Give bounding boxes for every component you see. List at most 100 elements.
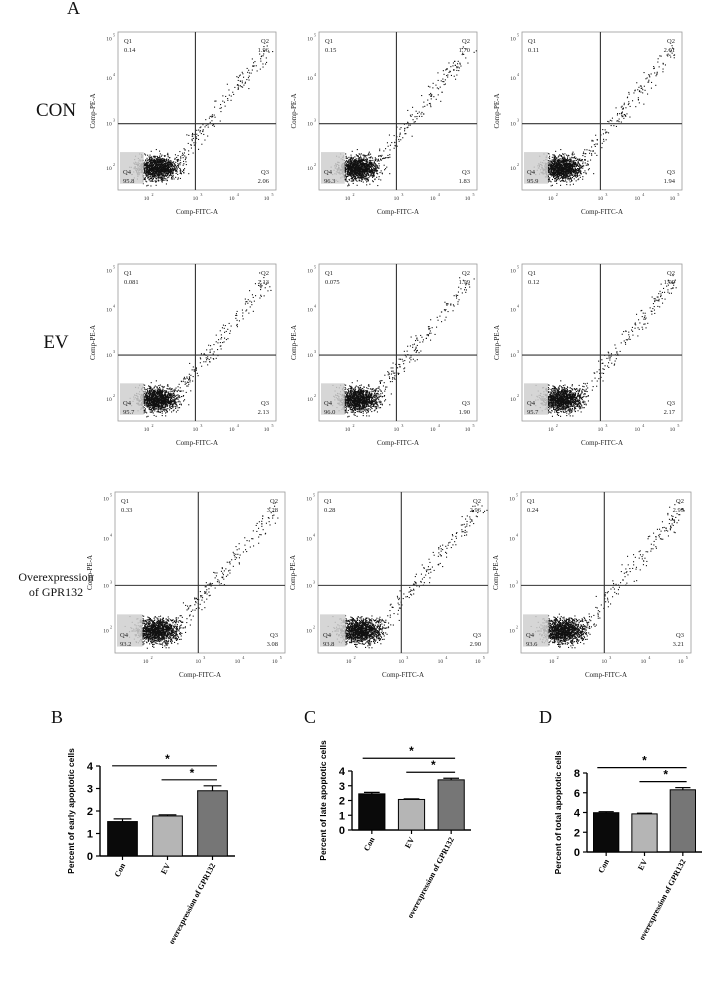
flow-event-dot <box>366 167 368 169</box>
flow-event-dot <box>563 174 565 176</box>
flow-event-dot <box>160 410 162 412</box>
flow-event-dot <box>354 163 356 165</box>
flow-event-dot <box>554 155 556 157</box>
flow-event-dot <box>367 178 369 180</box>
flow-event-dot <box>429 102 431 104</box>
flow-event-dot <box>571 180 573 182</box>
flow-event-dot <box>361 177 363 179</box>
flow-event-dot <box>633 92 635 94</box>
flow-event-dot <box>372 176 374 178</box>
flow-event-dot <box>606 131 608 133</box>
flow-event-dot <box>570 177 572 179</box>
flow-event-dot <box>362 163 364 165</box>
flow-event-dot <box>355 166 357 168</box>
flow-event-dot <box>410 115 412 117</box>
flow-event-dot <box>553 161 555 163</box>
flow-event-dot <box>566 158 568 160</box>
flow-event-dot <box>569 168 571 170</box>
x-tick-exponent: 2 <box>151 192 153 197</box>
flow-event-dot <box>368 168 370 170</box>
flow-event-dot <box>558 173 560 175</box>
flow-event-dot <box>365 157 367 159</box>
flow-event-dot <box>164 164 166 166</box>
flow-event-dot <box>580 173 582 175</box>
flow-event-dot <box>347 157 349 159</box>
q3-name: Q3 <box>261 169 269 176</box>
flow-event-dot <box>155 158 157 160</box>
flow-event-dot <box>161 408 163 410</box>
flow-event-dot <box>226 83 228 85</box>
flow-event-dot <box>150 175 152 177</box>
flow-event-dot <box>594 145 596 147</box>
y-tick-label: 10 <box>307 122 313 128</box>
flow-event-dot <box>567 167 569 169</box>
flow-event-dot <box>566 163 568 165</box>
flow-event-dot <box>454 60 456 62</box>
flow-event-dot <box>219 107 221 109</box>
flow-event-dot <box>560 166 562 168</box>
flow-event-dot <box>385 148 387 150</box>
flow-event-dot <box>183 163 185 165</box>
flow-event-dot <box>171 163 173 165</box>
flow-event-dot <box>587 164 589 166</box>
flow-event-dot <box>184 155 186 157</box>
flow-event-dot <box>159 158 161 160</box>
flow-event-dot <box>352 157 354 159</box>
flow-event-dot <box>164 178 166 180</box>
flow-event-dot <box>352 176 354 178</box>
flow-event-dot <box>555 168 557 170</box>
flow-event-dot <box>157 157 159 159</box>
flow-event-dot <box>172 175 174 177</box>
flow-event-dot <box>610 125 612 127</box>
flow-event-dot <box>163 168 165 170</box>
flow-event-dot <box>564 176 566 178</box>
flow-event-dot <box>560 172 562 174</box>
flow-event-dot <box>375 168 377 170</box>
flow-event-dot <box>149 180 151 182</box>
flow-event-dot <box>391 142 393 144</box>
flow-event-dot <box>366 165 368 167</box>
flow-event-dot <box>547 175 549 177</box>
flow-event-dot <box>354 170 356 172</box>
flow-event-dot <box>370 175 372 177</box>
flow-event-dot <box>561 178 563 180</box>
flow-event-dot <box>554 171 556 173</box>
flow-event-dot <box>362 171 364 173</box>
flow-event-dot <box>553 161 555 163</box>
flow-event-dot <box>669 54 671 56</box>
flow-event-dot <box>569 181 571 183</box>
flow-event-dot <box>573 170 575 172</box>
flow-event-dot <box>354 156 356 158</box>
flow-event-dot <box>561 180 563 182</box>
flow-event-dot <box>560 176 562 178</box>
panel-label-a: A <box>67 0 80 18</box>
flow-event-dot <box>371 163 373 165</box>
flow-event-dot <box>155 180 157 182</box>
flow-event-dot <box>404 133 406 135</box>
flow-event-dot <box>364 163 366 165</box>
flow-event-dot <box>351 167 353 169</box>
flow-event-dot <box>149 168 151 170</box>
flow-event-dot <box>344 170 346 172</box>
flow-event-dot <box>161 385 163 387</box>
q2-name: Q2 <box>667 38 675 45</box>
flow-event-dot <box>552 173 554 175</box>
flow-event-dot <box>200 126 202 128</box>
flow-event-dot <box>350 166 352 168</box>
flow-event-dot <box>573 153 575 155</box>
flow-event-dot <box>347 172 349 174</box>
flow-event-dot <box>569 184 571 186</box>
flow-event-dot <box>372 167 374 169</box>
flow-event-dot <box>550 161 552 163</box>
flow-event-dot <box>582 155 584 157</box>
flow-event-dot <box>151 159 153 161</box>
flow-event-dot <box>182 154 184 156</box>
flow-event-dot <box>549 167 551 169</box>
flow-event-dot <box>154 166 156 168</box>
flow-event-dot <box>355 175 357 177</box>
flow-event-dot <box>157 174 159 176</box>
flow-event-dot <box>364 169 366 171</box>
flow-event-dot <box>568 175 570 177</box>
flow-event-dot <box>616 114 618 116</box>
